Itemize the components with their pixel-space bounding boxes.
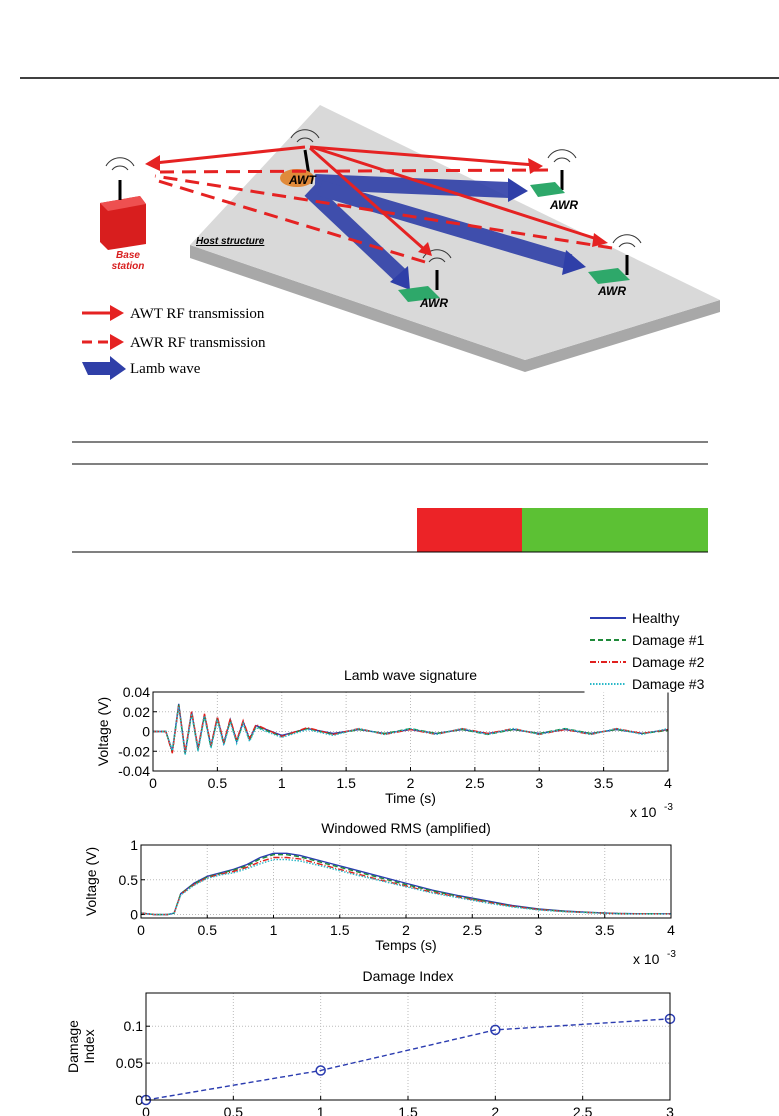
x-tick-label: 2 [407,775,415,791]
base-label: Base [116,250,140,261]
legend-label: AWR RF transmission [130,335,266,351]
x-tick-label: 1 [278,775,286,791]
awr-pad [398,286,440,302]
y-tick-label: -0.04 [118,763,150,779]
legend-label: Healthy [632,610,679,626]
x-tick-label: 2 [402,922,410,938]
x-tick-label: 0 [149,775,157,791]
rf-heads [145,155,608,256]
x-axis-label: Time (s) [385,790,436,806]
y-tick-label: 0.5 [119,872,139,888]
awr-label: AWR [549,198,578,212]
legend-label: Damage #2 [632,654,705,670]
y-axis-label: Voltage (V) [95,697,111,766]
base-label: station [112,261,145,272]
table-cell-red [417,508,522,552]
x-multiplier: x 10 [630,804,657,820]
x-tick-label: 2.5 [573,1104,593,1116]
series-line [140,858,671,916]
series-line [153,704,669,755]
plot-frame [140,844,672,919]
y-tick-label: 0 [130,907,138,923]
x-tick-label: 3.5 [594,775,614,791]
y-tick-label: 0.02 [123,704,150,720]
x-tick-label: 4 [667,922,675,938]
point [315,1065,326,1076]
table-cell-green [522,508,708,552]
x-tick-label: 1.5 [398,1104,418,1116]
x-tick-label: 0.5 [208,775,228,791]
x-tick-label: 1 [317,1104,325,1116]
y-tick-label: 0 [135,1092,143,1108]
x-tick-label: 0 [142,1104,150,1116]
base-top [100,196,146,211]
x-multiplier: x 10 [633,951,660,967]
y-tick-label: 0.1 [124,1018,144,1034]
chart-title: Lamb wave signature [344,667,477,683]
y-axis-label: Voltage (V) [83,847,99,916]
x-tick-label: 2.5 [463,922,483,938]
x-tick-label: 4 [664,775,672,791]
x-tick-label: 0.5 [198,922,218,938]
chart-title: Damage Index [362,968,453,984]
awr-pad [588,268,630,284]
x-tick-label: 3 [535,775,543,791]
plot-frame [152,691,669,772]
series-line [145,1018,671,1101]
y-tick-label: 0.05 [116,1055,143,1071]
legend-box [584,605,722,693]
y-axis-label: Index [81,1029,97,1063]
diagram-legend [82,305,126,380]
plot-frame [145,992,671,1101]
legend-label: Damage #1 [632,632,705,648]
y-tick-label: 1 [130,837,138,853]
diagram [82,105,720,380]
x-tick-label: 3.5 [595,922,615,938]
antenna-waves [105,129,642,263]
awr-pad [530,182,565,197]
y-axis-label: Damage [65,1020,81,1073]
host-label: Host structure [196,236,265,247]
series-line [153,706,669,756]
x-tick-label: 0.5 [224,1104,244,1116]
x-tick-label: 1 [270,922,278,938]
y-tick-label: 0.04 [123,684,150,700]
legend-label: Damage #3 [632,676,705,692]
x-multiplier-exp: -3 [667,949,676,960]
x-tick-label: 2 [491,1104,499,1116]
plot-area [146,993,670,1100]
point [490,1024,501,1036]
legend: Healthy Damage #1 Damage #2 Damage #3 [584,605,722,693]
x-tick-label: 1.5 [336,775,356,791]
y-tick-label: 0 [142,724,150,740]
x-tick-label: 1.5 [330,922,350,938]
x-tick-label: 0 [137,922,145,938]
rf-arrows [154,145,613,264]
x-tick-label: 2.5 [465,775,485,791]
awt-node [280,169,314,187]
awr-label: AWR [419,296,448,310]
chart-title: Windowed RMS (amplified) [321,820,491,836]
lamb-heads [390,178,586,290]
x-tick-label: 3 [666,1104,674,1116]
x-multiplier-exp: -3 [664,802,673,813]
x-axis-label: Temps (s) [375,937,436,953]
awr-label: AWR [597,284,626,298]
series-line [140,856,671,916]
legend-label: AWT RF transmission [130,306,265,322]
plate-side [190,245,720,372]
legend-label: Lamb wave [130,361,201,377]
y-tick-label: -0.02 [118,743,150,759]
awt-label: AWT [288,173,317,187]
x-tick-label: 3 [535,922,543,938]
series-line [140,854,671,916]
